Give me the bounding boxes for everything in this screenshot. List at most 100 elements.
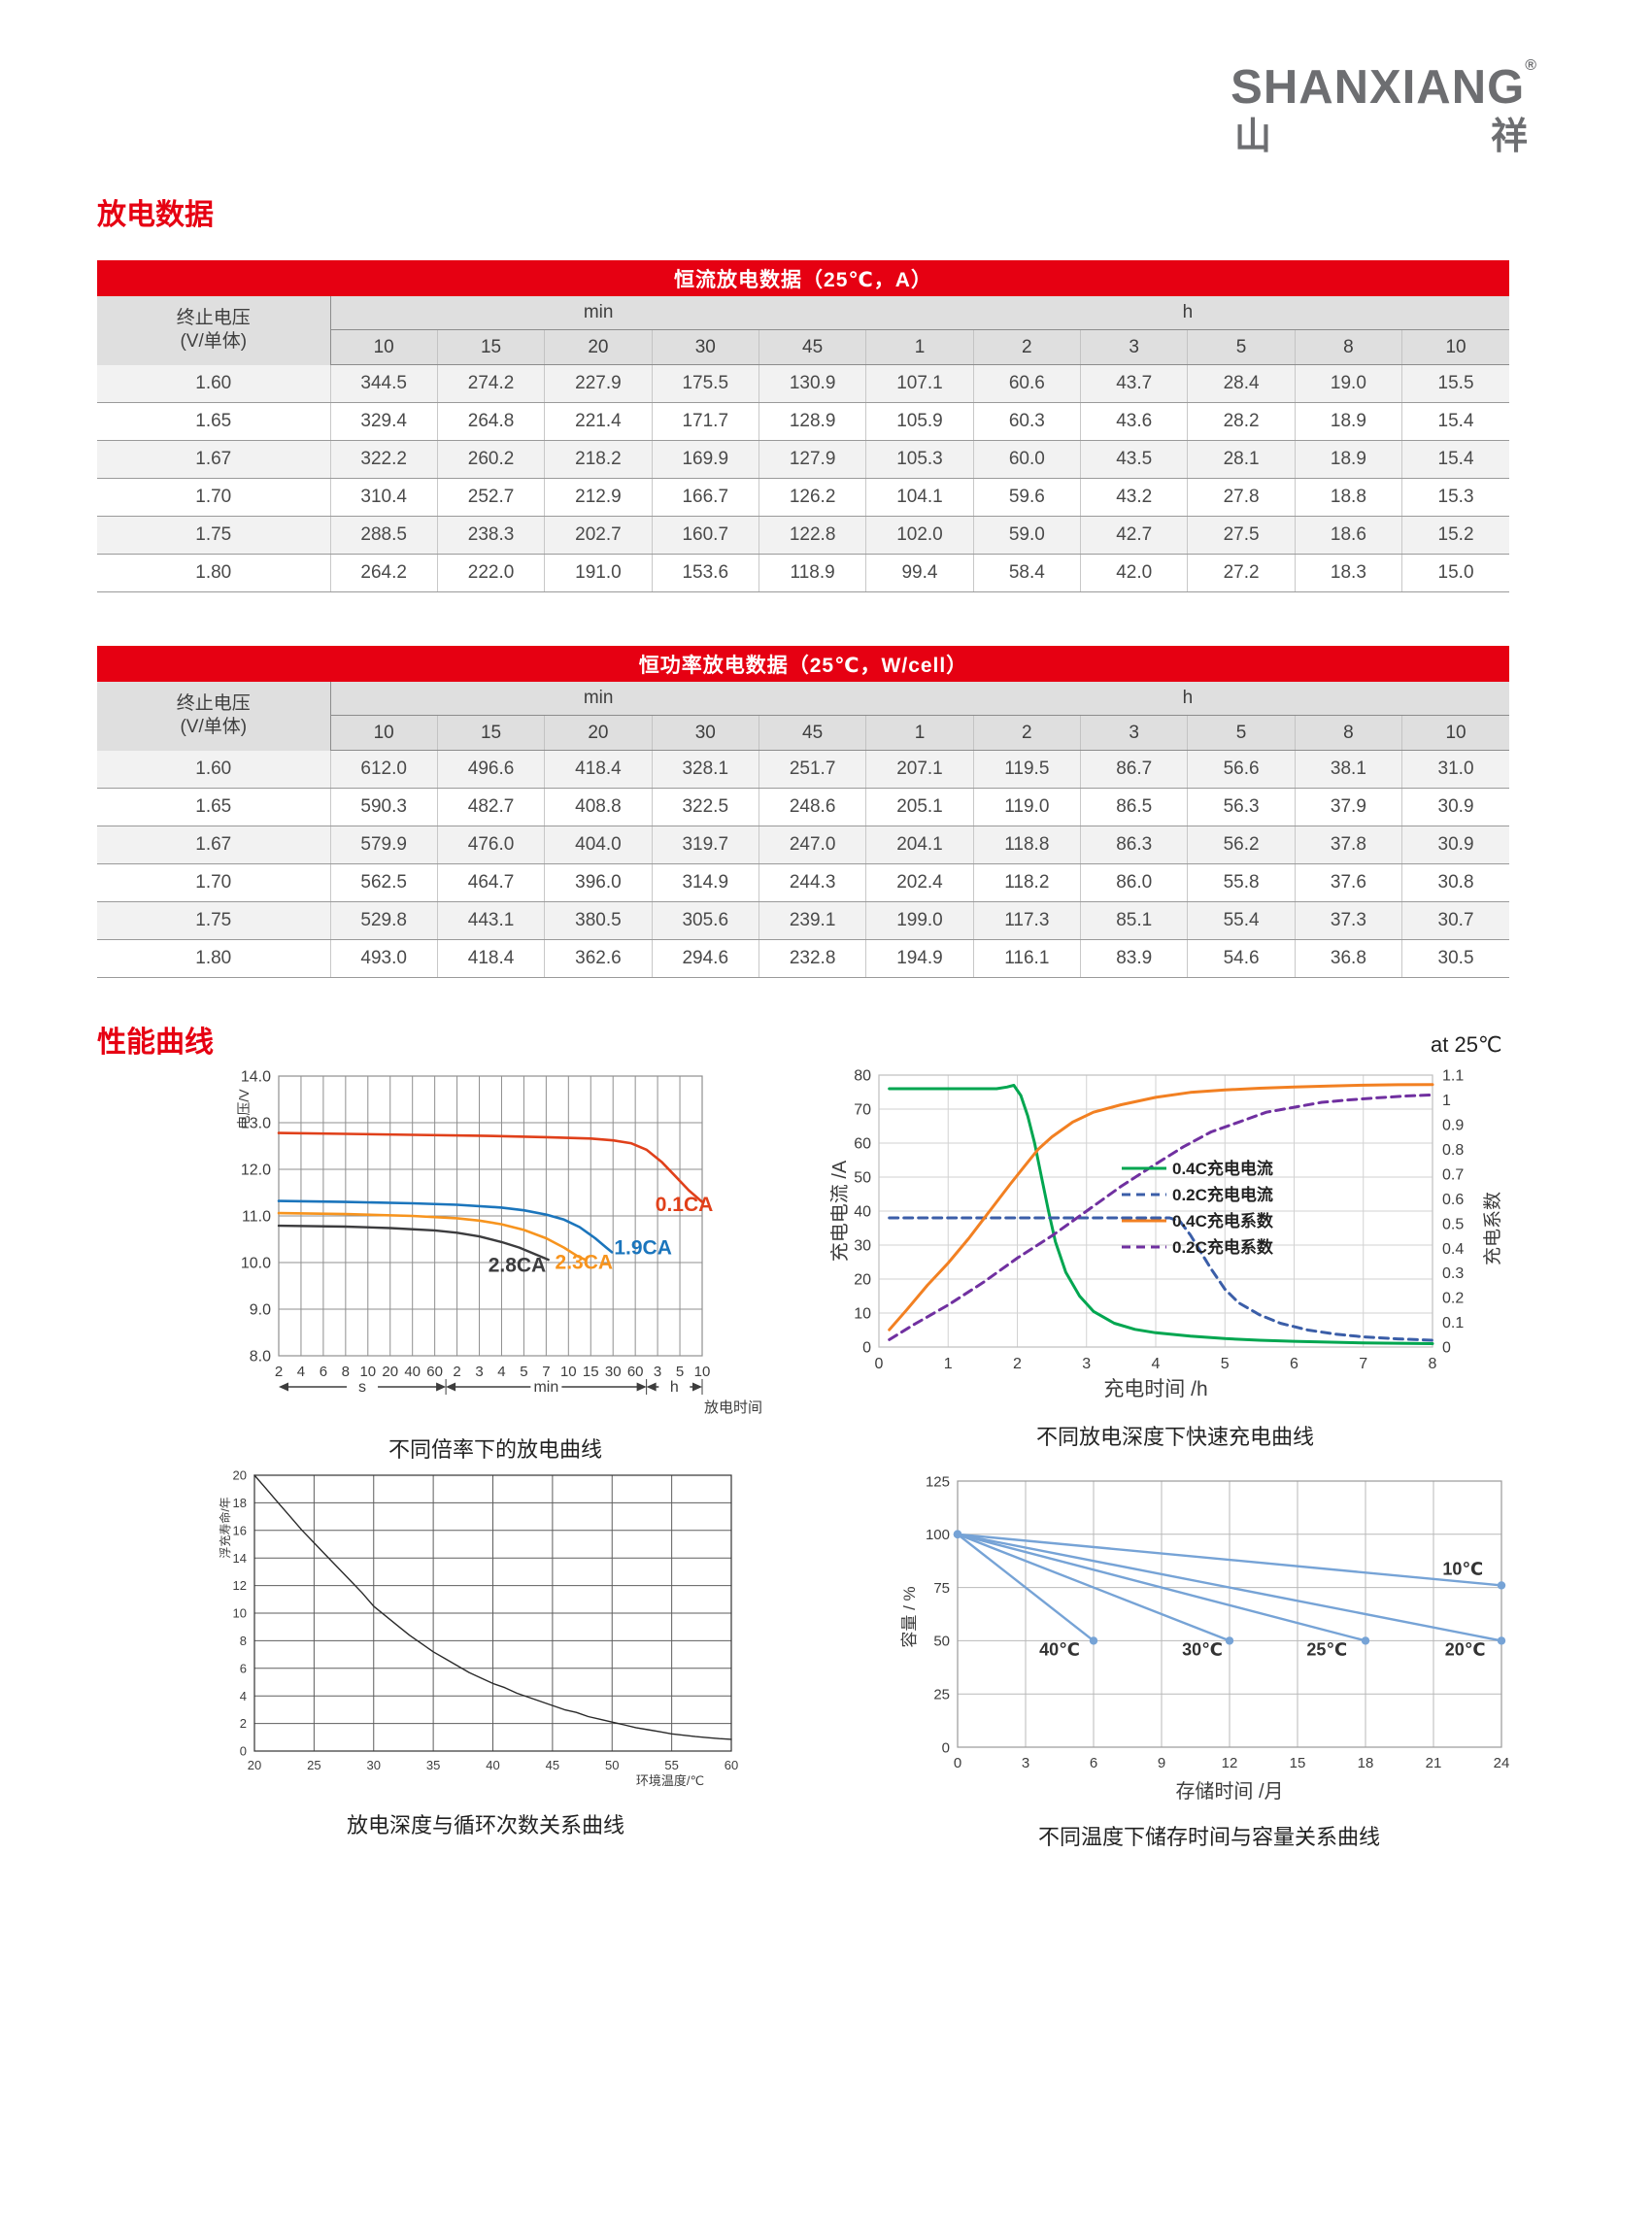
table-cell: 15.0 [1401,554,1509,592]
table-cell: 204.1 [865,826,974,864]
table-cell: 408.8 [544,788,653,826]
table-cell: 1.75 [97,516,331,555]
svg-text:放电时间: 放电时间 [704,1399,762,1416]
col-header: 2 [973,329,1082,365]
col-header: 15 [437,715,546,751]
table-cell: 274.2 [437,364,546,403]
svg-text:50: 50 [605,1758,619,1772]
table-row: 1.80 264.2 222.0 191.0 153.6 118.9 99.4 58.4 42.… [97,554,1509,592]
group-header-min: min [330,296,866,330]
svg-text:0.3: 0.3 [1442,1265,1464,1282]
svg-text:3: 3 [1082,1356,1091,1372]
table-cell: 105.9 [865,402,974,441]
table-cell: 28.1 [1187,440,1296,479]
svg-text:4: 4 [1152,1356,1161,1372]
table-cell: 59.0 [973,516,1082,555]
table-cell: 86.5 [1080,788,1189,826]
svg-text:125: 125 [926,1473,950,1490]
svg-text:60: 60 [854,1136,871,1153]
svg-text:12.0: 12.0 [241,1163,271,1179]
svg-text:60: 60 [627,1364,644,1380]
table-cell: 251.7 [759,750,867,789]
table-cell: 36.8 [1295,939,1403,978]
table-cell: 222.0 [437,554,546,592]
table-row: 1.70 562.5 464.7 396.0 314.9 244.3 202.4 118.2 8… [97,863,1509,902]
table-cell: 28.2 [1187,402,1296,441]
svg-text:0.1CA: 0.1CA [656,1194,714,1216]
table-cell: 476.0 [437,826,546,864]
svg-text:24: 24 [1494,1755,1510,1771]
table-cell: 294.6 [652,939,759,978]
svg-text:3: 3 [1022,1755,1029,1771]
table-cell: 418.4 [437,939,546,978]
storage-capacity-chart: 0 3 6 9 12 15 18 21 24 0 25 50 75 100 125 容量 / % 存储时间 /月… [900,1473,1510,1803]
table-cell: 482.7 [437,788,546,826]
svg-text:8: 8 [1429,1356,1437,1372]
constant-power-table: 恒功率放电数据（25℃，W/cell） 终止电压 (V/单体) min h 10 1… [97,646,1509,978]
table-cell: 58.4 [973,554,1082,592]
table-cell: 27.8 [1187,478,1296,517]
table-cell: 202.4 [865,863,974,902]
svg-text:2: 2 [240,1716,247,1731]
col-header: 10 [1401,715,1509,751]
svg-text:6: 6 [1090,1755,1097,1771]
table-row: 1.67 322.2 260.2 218.2 169.9 127.9 105.3 60.0 43… [97,440,1509,479]
table-cell: 175.5 [652,364,759,403]
table-cell: 37.9 [1295,788,1403,826]
table-cell: 529.8 [330,901,438,940]
table-cell: 104.1 [865,478,974,517]
table-cell: 43.6 [1080,402,1189,441]
col-header: 10 [330,329,438,365]
svg-text:20: 20 [248,1758,261,1772]
table-cell: 27.2 [1187,554,1296,592]
svg-text:浮充寿命/年: 浮充寿命/年 [218,1497,232,1558]
table-cell: 31.0 [1401,750,1509,789]
svg-text:11.0: 11.0 [242,1209,271,1226]
table-cell: 117.3 [973,901,1082,940]
table-cell: 1.75 [97,901,331,940]
table-cell: 248.6 [759,788,867,826]
col-header: 8 [1295,715,1403,751]
table-cell: 37.3 [1295,901,1403,940]
table-cell: 1.67 [97,826,331,864]
table-cell: 264.8 [437,402,546,441]
svg-text:2.3CA: 2.3CA [556,1252,614,1274]
table-row: 1.75 529.8 443.1 380.5 305.6 239.1 199.0 117.3 8… [97,901,1509,940]
table-cell: 86.0 [1080,863,1189,902]
col-header: 30 [652,715,759,751]
svg-text:2: 2 [1013,1356,1022,1372]
svg-text:7: 7 [542,1364,550,1380]
table-cell: 322.5 [652,788,759,826]
svg-text:20: 20 [233,1468,247,1483]
table-cell: 194.9 [865,939,974,978]
svg-text:10.0: 10.0 [241,1256,271,1272]
svg-text:6: 6 [1290,1356,1298,1372]
table-cell: 202.7 [544,516,653,555]
col-header: 5 [1187,715,1296,751]
group-header-min: min [330,682,866,716]
table-cell: 562.5 [330,863,438,902]
svg-text:4: 4 [297,1364,305,1380]
svg-text:0.2C充电电流: 0.2C充电电流 [1172,1185,1273,1204]
float-life-chart: 20 25 30 35 40 45 50 55 6002468101214161820浮充寿命/… [218,1468,738,1788]
table-cell: 38.1 [1295,750,1403,789]
table-cell: 260.2 [437,440,546,479]
svg-text:容量 / %: 容量 / % [900,1586,919,1647]
table-cell: 99.4 [865,554,974,592]
corner-header: 终止电压 (V/单体) [97,682,331,751]
table-cell: 122.8 [759,516,867,555]
brand-name-chinese: 山 祥 [1234,117,1528,157]
svg-text:1: 1 [1442,1093,1451,1109]
svg-text:4: 4 [240,1689,247,1703]
table-cell: 191.0 [544,554,653,592]
svg-text:14.0: 14.0 [241,1069,271,1086]
table-cell: 37.8 [1295,826,1403,864]
table-title-row: 恒流放电数据（25℃，A） [97,260,1509,296]
col-header: 8 [1295,329,1403,365]
table-cell: 166.7 [652,478,759,517]
table-title: 恒流放电数据（25℃，A） [97,260,1509,296]
chart-caption: 不同温度下储存时间与容量关系曲线 [1037,1825,1380,1849]
col-header: 45 [759,329,867,365]
svg-text:12: 12 [1222,1755,1238,1771]
table-cell: 86.7 [1080,750,1189,789]
